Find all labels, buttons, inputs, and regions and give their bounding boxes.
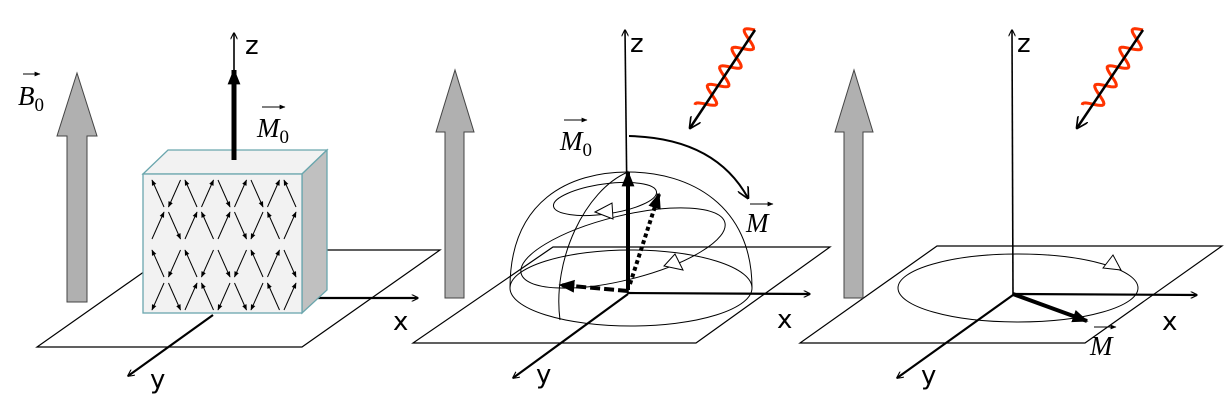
hemisphere-base xyxy=(509,249,753,327)
m0-label: M0 xyxy=(256,113,289,148)
spin-arrow xyxy=(201,249,214,278)
rf-pulse xyxy=(690,27,757,128)
rotation-direction-marker xyxy=(593,202,614,220)
xy-plane xyxy=(35,249,442,348)
z-axis-label: z xyxy=(1017,29,1031,59)
z-axis xyxy=(1012,30,1013,296)
z-axis-label: z xyxy=(630,29,644,59)
spin-arrow xyxy=(234,211,247,240)
spin-arrow xyxy=(267,249,280,278)
spin-arrow xyxy=(168,249,181,278)
spin-arrow xyxy=(184,179,198,208)
x-axis xyxy=(627,293,810,294)
panel-equilibrium: B0 z x y M0 xyxy=(18,31,442,395)
y-axis-label: y xyxy=(150,365,165,395)
b0-field-arrow xyxy=(834,68,874,299)
y-axis-label: y xyxy=(536,360,551,390)
tilted-m-vector xyxy=(628,192,661,285)
rotation-direction-marker xyxy=(663,253,684,271)
rf-direction-arrow xyxy=(1077,29,1145,128)
panel-excitation: z x y M0 M xyxy=(411,27,832,390)
xy-plane xyxy=(798,245,1224,344)
sample-cube-side xyxy=(301,148,328,315)
precession-path-large xyxy=(520,207,726,289)
spin-arrow xyxy=(201,211,214,240)
xy-plane xyxy=(411,246,832,344)
y-axis xyxy=(128,314,214,376)
x-axis xyxy=(1012,294,1197,295)
spin-arrow xyxy=(168,211,181,240)
y-axis xyxy=(897,294,1014,378)
spin-arrow xyxy=(151,179,165,208)
spin-arrow xyxy=(250,249,264,278)
rotation-direction-marker xyxy=(1102,254,1122,271)
m-label: M xyxy=(745,208,770,238)
spin-arrow xyxy=(283,179,297,208)
y-axis-label: y xyxy=(921,361,936,391)
b0-field-arrow xyxy=(56,71,98,303)
spin-arrow xyxy=(283,282,297,311)
rf-pulse xyxy=(1077,27,1145,128)
spin-arrow xyxy=(201,179,214,208)
spin-arrow xyxy=(184,249,198,278)
z-axis-label: z xyxy=(245,31,259,61)
spin-arrow xyxy=(283,249,297,278)
spin-arrow xyxy=(250,211,264,240)
m0-label: M0 xyxy=(559,126,592,161)
x-axis-label: x xyxy=(1162,307,1177,337)
spin-arrow xyxy=(168,179,181,208)
sample-cube-front xyxy=(142,173,303,314)
spin-arrow xyxy=(217,249,231,278)
spin-arrows xyxy=(151,179,297,311)
spin-arrow xyxy=(234,282,247,311)
panel-transverse: z x y M xyxy=(798,27,1224,391)
spin-arrow xyxy=(250,179,264,208)
spin-arrow xyxy=(168,282,181,311)
spin-arrow xyxy=(201,282,214,311)
rf-wave xyxy=(693,27,756,107)
b0-label: B0 xyxy=(18,81,44,116)
precession-path xyxy=(897,253,1139,323)
spin-arrow xyxy=(217,211,231,240)
spin-arrow xyxy=(283,211,297,240)
spin-arrow xyxy=(267,179,280,208)
x-axis-label: x xyxy=(777,305,792,335)
hemisphere-meridian xyxy=(558,171,629,321)
spin-arrow xyxy=(234,179,247,208)
x-axis-label: x xyxy=(393,307,408,337)
spin-arrow xyxy=(250,282,264,311)
spin-arrow xyxy=(151,282,165,311)
spin-arrow xyxy=(151,249,165,278)
flip-arrow xyxy=(628,135,748,198)
spin-arrow xyxy=(234,249,247,278)
spin-arrow xyxy=(217,179,231,208)
m-vector xyxy=(1012,292,1089,323)
spin-arrow xyxy=(151,211,165,240)
spin-arrow xyxy=(267,211,280,240)
transverse-m-vector xyxy=(558,279,629,293)
spin-arrow xyxy=(217,282,231,311)
b0-field-arrow xyxy=(435,68,475,299)
rf-direction-arrow xyxy=(690,29,757,128)
rf-wave xyxy=(1080,27,1144,107)
y-axis xyxy=(513,293,629,378)
spin-arrow xyxy=(184,282,198,311)
hemisphere-dome xyxy=(509,171,753,289)
m-label: M xyxy=(1089,331,1114,361)
spin-arrow xyxy=(184,211,198,240)
spin-arrow xyxy=(267,282,280,311)
